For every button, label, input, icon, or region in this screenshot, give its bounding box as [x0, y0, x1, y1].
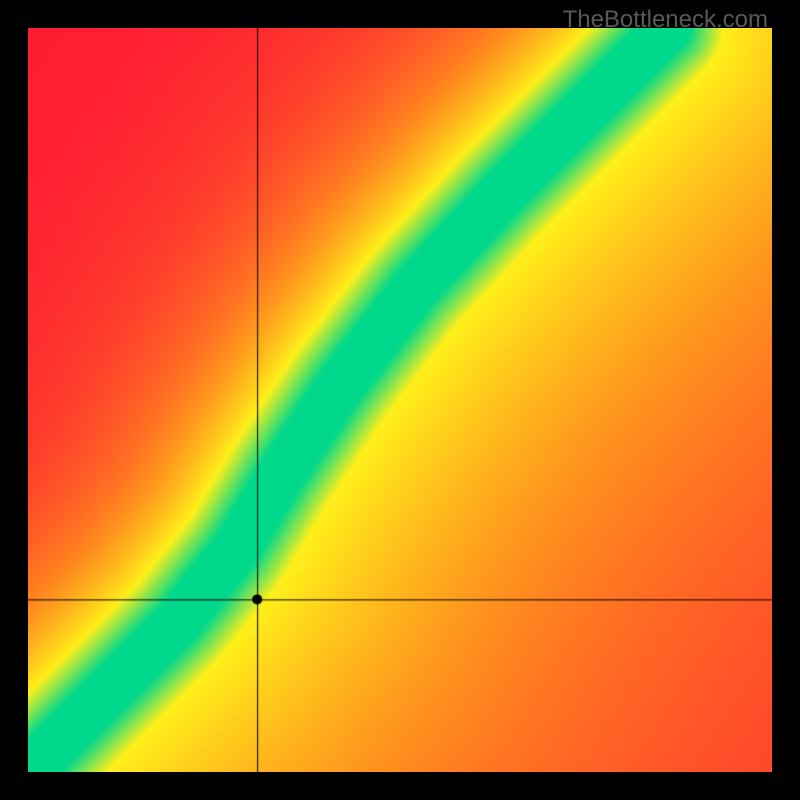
chart-container: TheBottleneck.com — [0, 0, 800, 800]
heatmap-plot — [28, 28, 772, 772]
watermark-text: TheBottleneck.com — [563, 6, 768, 34]
heatmap-canvas — [28, 28, 772, 772]
